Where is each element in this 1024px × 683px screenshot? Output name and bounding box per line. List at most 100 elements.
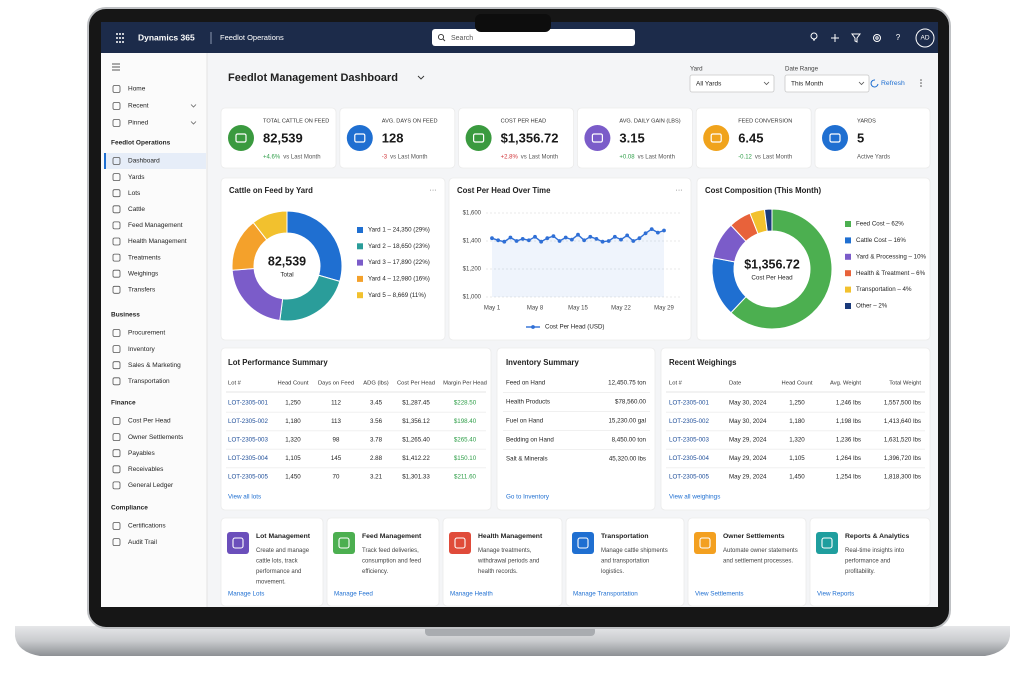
lot-link[interactable]: LOT-2305-002 — [228, 418, 268, 425]
nav-item[interactable]: Cattle — [128, 206, 145, 213]
nav-item[interactable]: Treatments — [128, 254, 161, 261]
line-point — [612, 234, 617, 239]
more-menu[interactable] — [920, 79, 922, 87]
nav-item[interactable]: Transportation — [128, 378, 170, 385]
kpi-value: 128 — [382, 130, 404, 145]
nav-item[interactable]: Health Management — [128, 238, 187, 245]
nav-item[interactable]: Certifications — [128, 523, 166, 530]
nav-icon — [112, 119, 121, 127]
sidebar — [101, 53, 207, 607]
lot-link[interactable]: LOT-2305-002 — [669, 418, 709, 425]
table-link[interactable]: View all lots — [228, 494, 261, 501]
table-cell: 1,450 — [285, 474, 301, 481]
nav-item[interactable]: Receivables — [128, 466, 164, 473]
lot-link[interactable]: LOT-2305-001 — [669, 400, 709, 407]
app-launcher[interactable] — [116, 33, 124, 43]
kpi-value: 82,539 — [263, 130, 303, 145]
selected-indicator — [104, 153, 106, 169]
refresh-icon[interactable] — [870, 79, 879, 88]
kpi-label: FEED CONVERSION — [738, 118, 792, 124]
kpi-value: 5 — [857, 130, 864, 145]
refresh-button[interactable]: Refresh — [881, 80, 905, 87]
line-point — [619, 237, 623, 242]
kpi-card — [458, 107, 575, 169]
line-point — [514, 239, 519, 243]
table-cell: 3.56 — [370, 418, 383, 425]
nav-item[interactable]: Cost Per Head — [128, 418, 171, 425]
filter-dropdown[interactable] — [689, 74, 775, 93]
line-point — [496, 238, 501, 243]
legend-swatch — [357, 243, 363, 250]
nav-item[interactable]: Home — [128, 86, 146, 93]
nav-item[interactable]: Recent — [128, 103, 149, 110]
module-link[interactable]: Manage Feed — [334, 591, 373, 598]
nav-item[interactable]: Feed Management — [128, 222, 183, 229]
module-link[interactable]: Manage Health — [450, 591, 493, 598]
nav-item[interactable]: Audit Trail — [128, 539, 157, 546]
kpi-delta: +2.8% — [501, 155, 519, 161]
column-header: Days on Feed — [318, 381, 354, 387]
nav-item[interactable]: Yards — [128, 174, 145, 181]
lot-link[interactable]: LOT-2305-003 — [228, 437, 268, 444]
table-cell: $1,265.40 — [402, 437, 430, 444]
line-point — [662, 228, 666, 233]
nav-item[interactable]: Sales & Marketing — [128, 362, 181, 369]
kpi-card — [577, 107, 693, 169]
lot-link[interactable]: LOT-2305-005 — [669, 474, 709, 481]
table-cell: $1,412.22 — [402, 455, 430, 462]
nav-item[interactable]: Owner Settlements — [128, 434, 184, 441]
filter-value[interactable]: All Yards — [696, 81, 722, 88]
lot-link[interactable]: LOT-2305-001 — [228, 400, 268, 407]
table-cell: $1,356.12 — [402, 418, 430, 425]
nav-chevron[interactable] — [190, 104, 197, 108]
search-placeholder[interactable]: Search — [451, 35, 473, 42]
module-link[interactable]: View Settlements — [695, 591, 744, 598]
nav-item[interactable]: Transfers — [128, 287, 156, 294]
module-link[interactable]: Manage Lots — [228, 591, 264, 598]
table-link[interactable]: Go to Inventory — [506, 494, 550, 501]
toolbar-icons[interactable] — [810, 32, 899, 43]
table-title: Recent Weighings — [669, 358, 737, 367]
dropdown-chevron[interactable] — [763, 81, 770, 86]
help-icon[interactable]: ? — [896, 33, 901, 42]
description-line: Automate owner statements — [723, 548, 799, 554]
dropdown-chevron[interactable] — [858, 81, 865, 86]
nav-item[interactable]: General Ledger — [128, 482, 174, 489]
lot-link[interactable]: LOT-2305-003 — [669, 437, 709, 444]
table-cell: 1,631,520 lbs — [884, 437, 921, 444]
avatar[interactable] — [915, 28, 935, 48]
filter-dropdown[interactable] — [784, 74, 870, 93]
nav-chevron[interactable] — [190, 121, 197, 125]
module-link[interactable]: Manage Transportation — [573, 591, 638, 598]
title-chevron[interactable] — [417, 75, 425, 80]
card-menu[interactable]: ··· — [676, 187, 683, 194]
nav-icon — [112, 522, 121, 530]
table-card — [220, 347, 492, 511]
legend-swatch — [845, 253, 851, 260]
hamburger[interactable] — [112, 63, 120, 71]
lot-link[interactable]: LOT-2305-005 — [228, 474, 268, 481]
nav-item[interactable]: Lots — [128, 190, 141, 197]
lot-link[interactable]: LOT-2305-004 — [228, 455, 268, 462]
search-box[interactable] — [432, 29, 635, 46]
card-menu[interactable]: ··· — [430, 187, 437, 194]
module-icon — [572, 532, 594, 554]
lot-link[interactable]: LOT-2305-004 — [669, 455, 709, 462]
nav-item[interactable]: Pinned — [128, 120, 149, 127]
module-link[interactable]: View Reports — [817, 591, 854, 598]
avatar-initials[interactable]: AD — [920, 35, 929, 42]
nav-item[interactable]: Weighings — [128, 270, 159, 277]
nav-item[interactable]: Inventory — [128, 346, 155, 353]
nav-group-title: Feedlot Operations — [111, 140, 171, 147]
nav-icon — [112, 269, 121, 278]
nav-icon — [112, 205, 121, 214]
nav-item[interactable]: Procurement — [128, 330, 165, 337]
nav-item[interactable]: Dashboard — [128, 158, 160, 165]
nav-item[interactable]: Payables — [128, 450, 155, 457]
table-card — [660, 347, 931, 511]
kpi-label: AVG. DAYS ON FEED — [382, 118, 438, 124]
filter-value[interactable]: This Month — [791, 81, 824, 88]
kpi-icon — [584, 125, 611, 151]
table-link[interactable]: View all weighings — [669, 494, 720, 501]
line-point — [563, 235, 568, 240]
